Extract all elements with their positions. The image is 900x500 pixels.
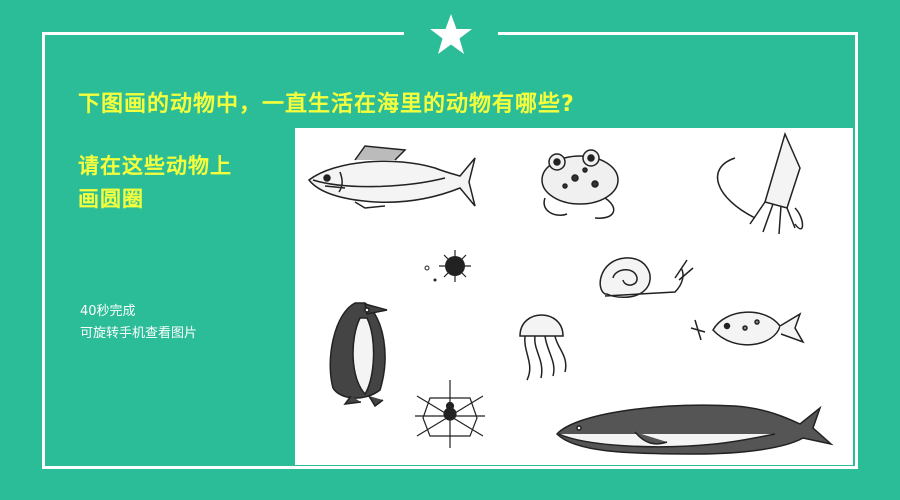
frame-bottom: [42, 466, 858, 469]
frog-icon: [541, 149, 619, 219]
squid-icon: [716, 131, 804, 235]
goldfish-icon: [690, 311, 805, 346]
sea-urchin-icon: [424, 250, 471, 282]
animal-picture-panel: [295, 128, 853, 465]
whale-icon: [555, 404, 834, 455]
time-limit-note: 40秒完成: [80, 304, 136, 319]
jellyfish-icon: [519, 314, 567, 381]
rotate-hint-note: 可旋转手机查看图片: [80, 326, 198, 341]
frame-right: [855, 32, 858, 469]
star-icon: [428, 12, 474, 58]
instruction-line-2: 画圆圈: [78, 187, 144, 211]
frame-top-right: [498, 32, 858, 35]
question-title: 下图画的动物中，一直生活在海里的动物有哪些?: [78, 92, 575, 117]
penguin-icon: [329, 302, 388, 408]
tuna-fish-icon: [307, 145, 476, 209]
spider-icon: [415, 380, 485, 448]
instruction-text: 请在这些动物上 画圆圈: [78, 150, 288, 216]
snail-icon: [599, 257, 694, 298]
frame-top-left: [42, 32, 404, 35]
instruction-line-1: 请在这些动物上: [78, 154, 232, 178]
frame-left: [42, 32, 45, 469]
